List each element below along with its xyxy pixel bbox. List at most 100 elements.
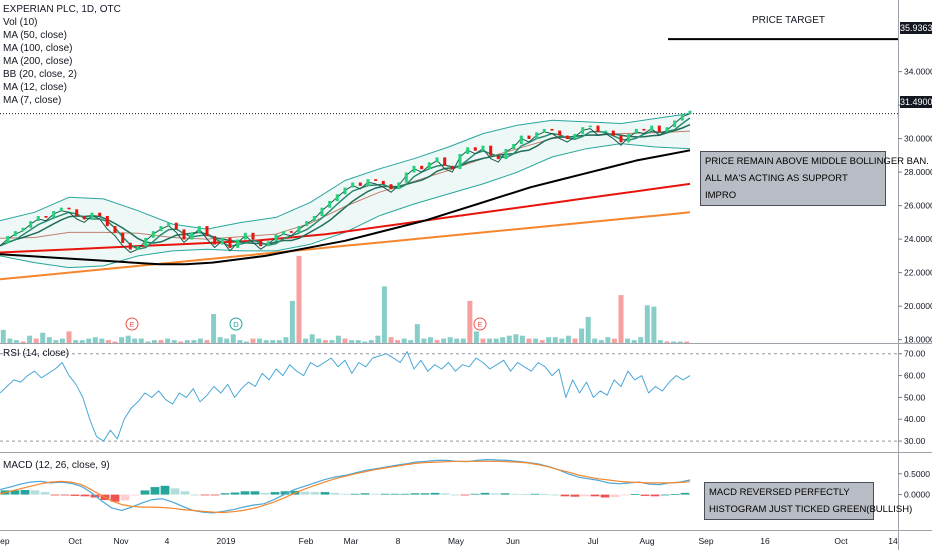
volume-bar [533, 338, 539, 343]
rsi-pane [0, 351, 691, 442]
candle [680, 113, 684, 121]
candle [673, 120, 677, 128]
price-target-label: PRICE TARGET [752, 15, 825, 26]
candle [504, 149, 508, 160]
volume-bar [362, 341, 368, 343]
volume-bar [631, 340, 637, 343]
legend-item[interactable]: MA (100, close) [3, 42, 121, 55]
price-target-tag: 35.9363 [900, 22, 932, 34]
macd-tick-label: 0.5000 [904, 469, 930, 479]
macd-histogram-bar [480, 492, 490, 495]
volume-bar [59, 338, 65, 343]
volume-bar [598, 340, 604, 343]
legend-item[interactable]: Vol (10) [3, 16, 121, 29]
candle [366, 179, 370, 186]
candle [190, 232, 194, 240]
time-tick-label: Feb [299, 536, 314, 546]
legend-item[interactable]: MA (50, close) [3, 29, 121, 42]
note-line: IMPRO [705, 190, 737, 201]
candle [619, 135, 623, 143]
volume-bar [454, 338, 460, 343]
macd-histogram-bar [390, 493, 400, 495]
candle [213, 236, 217, 245]
legend-item[interactable]: BB (20, close, 2) [3, 68, 121, 81]
price-tick-label: 34.0000 [904, 67, 932, 77]
price-tick-label: 20.0000 [904, 301, 932, 311]
volume-bar [224, 338, 230, 343]
macd-label[interactable]: MACD (12, 26, close, 9) [3, 460, 110, 471]
macd-histogram-bar [470, 493, 480, 495]
macd-histogram-bar [440, 493, 450, 495]
volume-bar [539, 340, 545, 343]
volume-bar [651, 306, 657, 343]
candle [381, 180, 385, 185]
macd-histogram-bar [430, 492, 440, 495]
candle [558, 130, 562, 136]
candle [657, 125, 661, 133]
volume-bar [171, 340, 177, 343]
legend-item[interactable]: MA (12, close) [3, 81, 121, 94]
volume-bar [303, 338, 309, 343]
candle [435, 157, 439, 163]
macd-histogram-bar [220, 493, 230, 495]
legend-item[interactable]: MA (7, close) [3, 94, 121, 107]
volume-bar [414, 324, 420, 343]
bb-upper-line [0, 113, 691, 230]
volume-bar [381, 286, 387, 343]
event-marker-letter: E [129, 320, 134, 329]
volume-bar [119, 337, 125, 343]
candle [466, 147, 470, 154]
candle [565, 135, 569, 139]
macd-histogram-bar [670, 494, 680, 495]
event-marker-letter: E [477, 320, 482, 329]
candle [274, 234, 278, 242]
candle [650, 125, 654, 131]
candle [90, 212, 94, 220]
rsi-label[interactable]: RSI (14, close) [3, 348, 70, 359]
legend-item[interactable]: MA (200, close) [3, 55, 121, 68]
candle [312, 216, 316, 221]
candle [182, 229, 186, 240]
volume-bar [427, 337, 433, 343]
volume-bar [375, 335, 381, 343]
macd-histogram-bar [510, 493, 520, 495]
candle [512, 144, 516, 149]
macd-histogram-bar [370, 493, 380, 495]
rsi-tick-label: 30.00 [904, 436, 926, 446]
time-tick-label: Sep [0, 536, 10, 546]
volume-bar [20, 341, 26, 343]
candle [259, 239, 263, 247]
price-candles [6, 110, 692, 250]
candle [266, 241, 270, 247]
macd-histogram-bar [490, 493, 500, 495]
macd-histogram-bar [380, 493, 390, 495]
volume-bar [40, 332, 46, 343]
candle [82, 216, 86, 220]
candle [52, 211, 56, 218]
volume-bar [368, 340, 374, 343]
volume-bar [250, 338, 256, 343]
annotation-note-macd[interactable]: MACD REVERSED PERFECTLY HISTOGRAM JUST T… [704, 482, 912, 520]
volume-bar [46, 337, 52, 343]
volume-bar [79, 340, 85, 343]
price-tick-label: 26.0000 [904, 201, 932, 211]
macd-histogram-bar [400, 493, 410, 495]
annotation-note-main[interactable]: PRICE REMAIN ABOVE MIDDLE BOLLINGER BAN.… [700, 151, 929, 206]
macd-signal-line [0, 460, 691, 514]
candle [282, 231, 286, 235]
macd-histogram-bar [120, 494, 130, 501]
volume-bar [158, 340, 164, 343]
candle [228, 237, 232, 248]
macd-histogram-bar [230, 492, 240, 495]
volume-bar [335, 335, 341, 343]
macd-histogram-bar [590, 494, 600, 497]
macd-histogram-bar [300, 491, 310, 495]
candle [550, 128, 554, 131]
time-tick-label: Aug [639, 536, 654, 546]
macd-histogram-bar [550, 494, 560, 496]
macd-histogram-bar [260, 492, 270, 495]
macd-tick-label: 0.0000 [904, 490, 930, 500]
legend-symbol-title[interactable]: EXPERIAN PLC, 1D, OTC [3, 3, 121, 16]
volume-bar [329, 340, 335, 343]
volume-bar [519, 335, 525, 343]
